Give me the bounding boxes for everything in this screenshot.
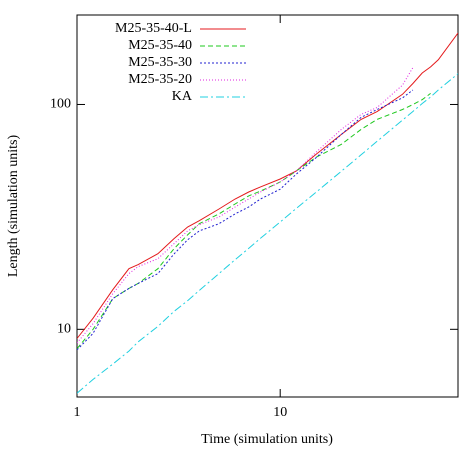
- series-line: [77, 67, 414, 344]
- legend-label: M25-35-30: [128, 55, 192, 70]
- series-line: [77, 89, 414, 351]
- legend-label: M25-35-40: [128, 38, 192, 53]
- legend-label: M25-35-40-L: [115, 21, 192, 36]
- x-axis-label: Time (simulation units): [201, 432, 333, 447]
- x-tick-label: 1: [74, 405, 81, 420]
- legend-label: M25-35-20: [128, 72, 192, 87]
- y-axis-label: Length (simulation units): [6, 135, 21, 278]
- plot-frame: [76, 14, 459, 398]
- x-tick-label: 10: [273, 405, 287, 420]
- series-line: [77, 93, 431, 350]
- y-tick-label: 10: [57, 322, 71, 337]
- y-tick-label: 100: [50, 97, 71, 112]
- legend-label: KA: [172, 89, 193, 104]
- series-line: [77, 32, 458, 339]
- series-line: [77, 73, 458, 394]
